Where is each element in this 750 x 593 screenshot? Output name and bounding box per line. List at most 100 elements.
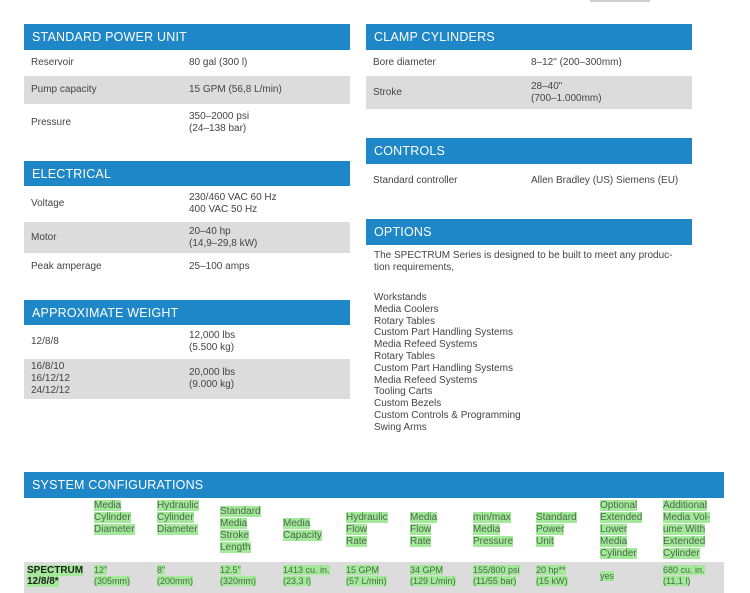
col-head-line: Flow [410, 524, 432, 535]
option-item: Custom Part Handling Systems [374, 362, 513, 374]
col-head-line: Hydraulic [157, 500, 199, 511]
weight-value-line: (9.000 kg) [189, 379, 235, 390]
motor-value-line: (14,9–29,8 kW) [189, 237, 258, 249]
option-item: Rotary Tables [374, 350, 435, 362]
top-edge-line [590, 0, 650, 2]
value-media-flow-rate: 34 GPM (129 L/min) [410, 565, 456, 587]
value-line: 12.5" [220, 565, 241, 575]
bore-diameter-row: Bore diameter 8–12" (200–300mm) [366, 50, 692, 76]
col-optional-extended-lower-media-cylinder: Optional Extended Lower Media Cylinder [600, 500, 643, 560]
col-head-line: Power [536, 524, 565, 535]
col-head-line: min/max [473, 512, 511, 523]
col-hydraulic-flow-rate: Hydraulic Flow Rate [346, 512, 388, 548]
value-line: 34 GPM [410, 565, 444, 575]
col-standard-power-unit: Standard Power Unit [536, 512, 577, 548]
value-line: (23,3 l) [283, 576, 312, 586]
weight-row-large-models: 16/8/10 16/12/12 24/12/12 20,000 lbs (9.000… [24, 359, 350, 399]
approximate-weight-header: APPROXIMATE WEIGHT [24, 300, 350, 325]
value-min-max-media-pressure: 155/800 psi (11/55 bar) [473, 565, 520, 587]
col-head-line: Diameter [157, 524, 198, 535]
pressure-value-line: (24–138 bar) [189, 123, 247, 134]
col-head-line: Cylinder [94, 512, 131, 523]
options-intro-line: tion requirements, [374, 262, 455, 273]
option-item: Media Coolers [374, 303, 439, 315]
model-line: 12/8/8* [27, 576, 59, 587]
options-list: Workstands Media Coolers Rotary Tables C… [374, 292, 521, 434]
option-item: Media Refeed Systems [374, 374, 478, 386]
col-head-line: ume With [663, 524, 706, 535]
clamp-cylinders-header: CLAMP CYLINDERS [366, 24, 692, 50]
col-head-line: Stroke [220, 530, 249, 541]
weight-row-12-8-8: 12/8/8 12,000 lbs (5.500 kg) [24, 325, 350, 359]
value-line: (200mm) [157, 576, 194, 586]
col-head-line: Flow [346, 524, 368, 535]
col-head-line: Media [94, 500, 122, 511]
pressure-value: 350–2000 psi (24–138 bar) [189, 111, 249, 135]
options-title: OPTIONS [374, 225, 432, 239]
weight-model-label: 16/8/10 16/12/12 24/12/12 [31, 361, 70, 397]
col-head-line: Unit [536, 536, 554, 547]
col-standard-media-stroke-length: Standard Media Stroke Length [220, 506, 261, 554]
options-intro: The SPECTRUM Series is designed to be bu… [374, 250, 694, 274]
standard-power-unit-header: STANDARD POWER UNIT [24, 24, 350, 50]
option-item: Swing Arms [374, 421, 427, 433]
col-head-line: Extended [600, 512, 643, 523]
col-head-line: Media [283, 518, 311, 529]
electrical-header: ELECTRICAL [24, 161, 350, 186]
option-item: Custom Part Handling Systems [374, 327, 513, 339]
value-line: 12" [94, 565, 108, 575]
col-head-line: Pressure [473, 536, 514, 547]
col-head-line: Length [220, 542, 251, 553]
col-hydraulic-cylinder-diameter: Hydraulic Cylinder Diameter [157, 500, 199, 536]
pressure-row: Pressure 350–2000 psi (24–138 bar) [24, 104, 350, 142]
voltage-value-line: 400 VAC 50 Hz [189, 204, 258, 215]
col-head-line: Lower [600, 524, 628, 535]
peak-amperage-row: Peak amperage 25–100 amps [24, 253, 350, 281]
col-head-line: Additional [663, 500, 707, 511]
bore-diameter-value: 8–12" (200–300mm) [531, 57, 622, 68]
col-head-line: Rate [410, 536, 432, 547]
col-head-line: Cylinder [157, 512, 194, 523]
col-head-line: Media [473, 524, 501, 535]
stroke-label: Stroke [373, 86, 402, 98]
col-head-line: Capacity [283, 530, 322, 541]
value-line: 155/800 psi [473, 565, 520, 575]
value-hydraulic-flow-rate: 15 GPM (57 L/min) [346, 565, 387, 587]
weight-model-line: 16/8/10 [31, 361, 65, 372]
motor-value: 20–40 hp (14,9–29,8 kW) [189, 226, 257, 250]
reservoir-row: Reservoir 80 gal (300 l) [24, 50, 350, 76]
standard-power-unit-title: STANDARD POWER UNIT [32, 30, 187, 44]
value-standard-power-unit: 20 hp** (15 kW) [536, 565, 568, 587]
voltage-value: 230/460 VAC 60 Hz 400 VAC 50 Hz [189, 192, 277, 216]
option-item: Rotary Tables [374, 315, 435, 327]
col-head-line: Standard [220, 506, 261, 517]
spectrum-model-name: SPECTRUM 12/8/8* [27, 565, 84, 587]
col-head-line: Cylinder [663, 548, 700, 559]
weight-value: 12,000 lbs (5.500 kg) [189, 330, 235, 354]
value-line: (305mm) [94, 576, 131, 586]
value-standard-media-stroke-length: 12.5" (320mm) [220, 565, 257, 587]
value-line: 1413 cu. in. [283, 565, 330, 575]
col-head-line: Optional [600, 500, 638, 511]
col-head-line: Extended [663, 536, 706, 547]
col-head-line: Diameter [94, 524, 135, 535]
value-line: (15 kW) [536, 576, 568, 586]
reservoir-value: 80 gal (300 l) [189, 57, 248, 68]
value-line: (129 L/min) [410, 576, 456, 586]
bore-diameter-label: Bore diameter [373, 57, 436, 68]
value-line: (11/55 bar) [473, 576, 517, 586]
value-line: yes [600, 571, 615, 581]
voltage-value-line: 230/460 VAC 60 Hz [189, 192, 277, 203]
value-line: 680 cu. in. [663, 565, 705, 575]
value-line: (57 L/min) [346, 576, 387, 586]
pump-capacity-label: Pump capacity [31, 84, 97, 95]
stroke-row: Stroke 28–40" (700–1.000mm) [366, 76, 692, 109]
options-intro-line: The SPECTRUM Series is designed to be bu… [374, 250, 673, 261]
col-additional-media-volume: Additional Media Vol-ume With Extended Cyli… [663, 500, 711, 560]
value-line: 15 GPM [346, 565, 380, 575]
system-configurations-header: SYSTEM CONFIGURATIONS [24, 472, 724, 498]
col-head-line: Cylinder [600, 548, 637, 559]
stroke-value-line: 28–40" [531, 80, 563, 92]
controls-title: CONTROLS [374, 144, 446, 158]
model-line: SPECTRUM [27, 565, 84, 576]
